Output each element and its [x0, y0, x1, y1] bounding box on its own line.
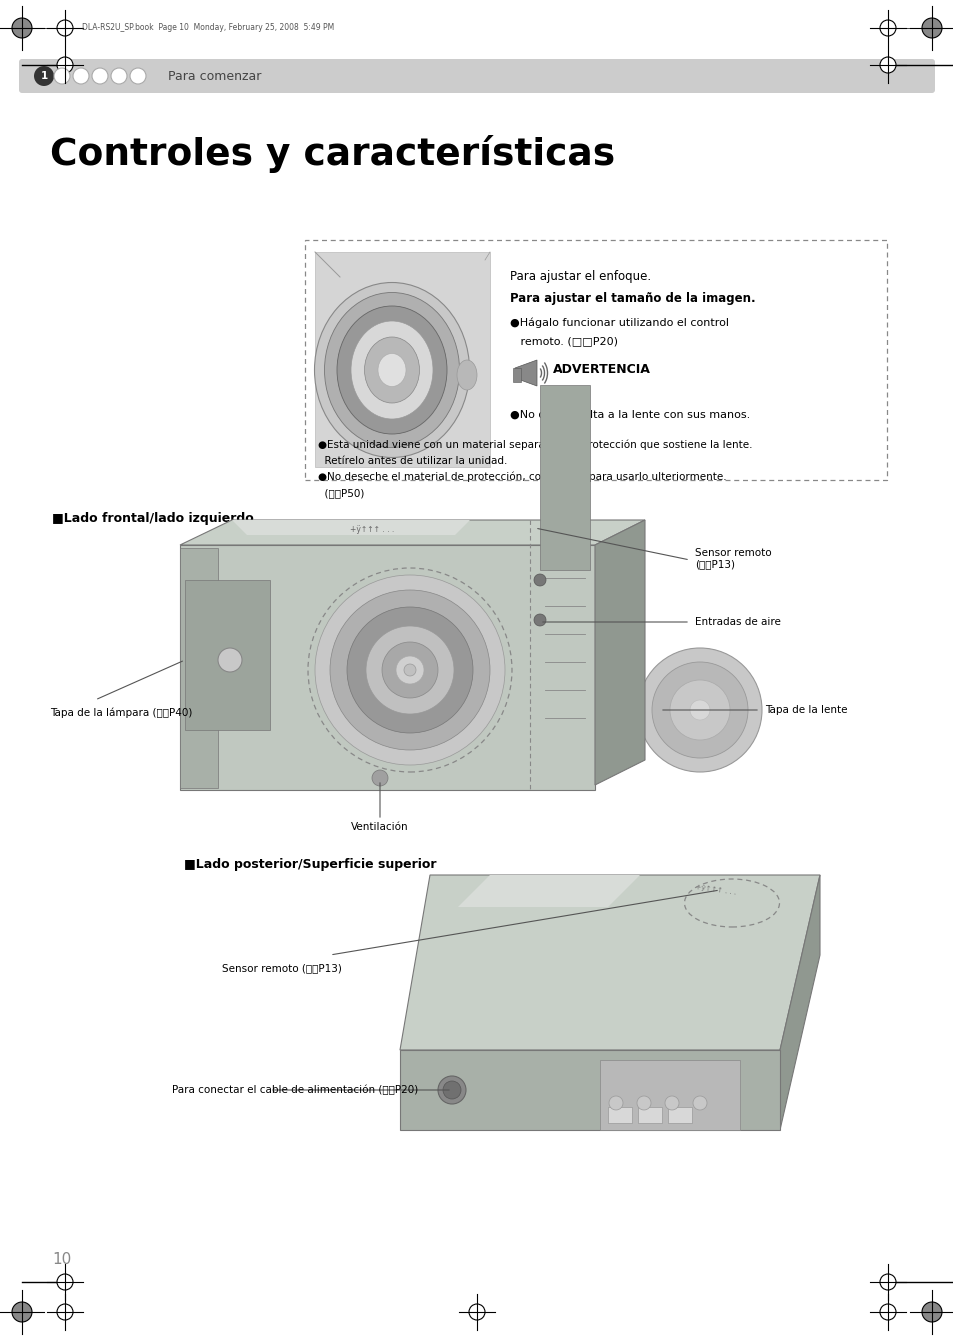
Text: DLA-RS2U_SP.book  Page 10  Monday, February 25, 2008  5:49 PM: DLA-RS2U_SP.book Page 10 Monday, Februar… [82, 24, 334, 32]
Circle shape [130, 68, 146, 84]
Circle shape [57, 1274, 73, 1290]
Text: Entradas de aire: Entradas de aire [695, 616, 781, 627]
Circle shape [879, 1304, 895, 1320]
Bar [539, 385, 589, 570]
Text: Para comenzar: Para comenzar [168, 70, 261, 83]
Text: (⧈⧈P50): (⧈⧈P50) [317, 488, 364, 498]
Circle shape [534, 574, 545, 586]
Circle shape [437, 1076, 465, 1104]
Ellipse shape [351, 322, 433, 419]
Text: Ventilación: Ventilación [351, 821, 409, 832]
Polygon shape [232, 520, 470, 535]
Text: 1: 1 [40, 71, 48, 80]
Polygon shape [180, 545, 595, 791]
Text: remoto. (□□P20): remoto. (□□P20) [510, 336, 618, 346]
Circle shape [314, 575, 504, 765]
Polygon shape [399, 875, 820, 1051]
Circle shape [651, 662, 747, 758]
Text: ■Lado posterior/Superficie superior: ■Lado posterior/Superficie superior [184, 858, 436, 871]
Text: Tapa de la lente: Tapa de la lente [764, 705, 846, 716]
Circle shape [879, 1274, 895, 1290]
Circle shape [921, 1302, 941, 1323]
Polygon shape [515, 360, 537, 386]
Bar [607, 1107, 631, 1123]
Polygon shape [180, 548, 218, 788]
Bar [599, 1060, 740, 1130]
Ellipse shape [456, 360, 476, 390]
Circle shape [637, 1096, 650, 1110]
FancyBboxPatch shape [19, 59, 934, 92]
Polygon shape [399, 1051, 780, 1130]
Circle shape [534, 614, 545, 626]
Circle shape [366, 626, 454, 714]
Text: Controles y características: Controles y características [50, 135, 615, 173]
Circle shape [12, 1302, 32, 1323]
Circle shape [664, 1096, 679, 1110]
Circle shape [330, 590, 490, 750]
Bar [638, 1107, 661, 1123]
Polygon shape [595, 520, 644, 785]
Text: Tapa de la lámpara (⧈⧈P40): Tapa de la lámpara (⧈⧈P40) [50, 708, 193, 718]
Circle shape [442, 1081, 460, 1099]
Circle shape [91, 68, 108, 84]
Circle shape [57, 58, 73, 72]
Circle shape [372, 770, 388, 787]
Circle shape [57, 1304, 73, 1320]
Circle shape [111, 68, 127, 84]
Circle shape [395, 657, 423, 683]
Circle shape [73, 68, 89, 84]
Text: Sensor remoto
(⧈⧈P13): Sensor remoto (⧈⧈P13) [695, 548, 771, 570]
Circle shape [879, 20, 895, 36]
Circle shape [879, 58, 895, 72]
Bar [185, 580, 270, 730]
Text: Para ajustar el tamaño de la imagen.: Para ajustar el tamaño de la imagen. [510, 292, 755, 306]
Circle shape [57, 20, 73, 36]
Circle shape [403, 665, 416, 675]
Circle shape [347, 607, 473, 733]
Circle shape [218, 649, 242, 671]
Text: Retírelo antes de utilizar la unidad.: Retírelo antes de utilizar la unidad. [317, 456, 507, 466]
Text: ●Hágalo funcionar utilizando el control: ●Hágalo funcionar utilizando el control [510, 318, 728, 328]
Text: Para conectar el cable de alimentación (⧈⧈P20): Para conectar el cable de alimentación (… [172, 1085, 417, 1095]
Text: ADVERTENCIA: ADVERTENCIA [553, 363, 650, 377]
Text: 10: 10 [52, 1252, 71, 1268]
Circle shape [608, 1096, 622, 1110]
Bar [667, 1107, 691, 1123]
Circle shape [669, 679, 729, 740]
Text: ●No deseche el material de protección, consérvelo para usarlo ulteriormente.: ●No deseche el material de protección, c… [317, 472, 726, 482]
Circle shape [12, 17, 32, 38]
Polygon shape [457, 875, 639, 907]
Text: ■Lado frontal/lado izquierdo: ■Lado frontal/lado izquierdo [52, 512, 253, 525]
Text: +ÿ↑↑↑ . . .: +ÿ↑↑↑ . . . [350, 525, 394, 535]
Text: ●Esta unidad viene con un material separador de protección que sostiene la lente: ●Esta unidad viene con un material separ… [317, 440, 752, 450]
Polygon shape [780, 875, 820, 1130]
Circle shape [34, 66, 54, 86]
Bar [314, 252, 490, 468]
Ellipse shape [314, 283, 469, 457]
Polygon shape [180, 520, 644, 545]
Circle shape [54, 68, 70, 84]
Circle shape [381, 642, 437, 698]
Ellipse shape [336, 306, 447, 434]
Circle shape [921, 17, 941, 38]
Text: +ÿ↑↑↑ . . .: +ÿ↑↑↑ . . . [695, 884, 736, 896]
Circle shape [469, 1304, 484, 1320]
Bar [513, 369, 520, 382]
Circle shape [689, 699, 709, 720]
Text: Para ajustar el enfoque.: Para ajustar el enfoque. [510, 269, 651, 283]
Circle shape [638, 649, 761, 772]
Text: Sensor remoto (⧈⧈P13): Sensor remoto (⧈⧈P13) [222, 963, 341, 973]
Bar [305, 240, 886, 480]
Ellipse shape [364, 336, 419, 403]
Text: ●No dé la vuelta a la lente con sus manos.: ●No dé la vuelta a la lente con sus mano… [510, 410, 749, 419]
Ellipse shape [324, 292, 459, 448]
Ellipse shape [377, 354, 406, 386]
Circle shape [692, 1096, 706, 1110]
